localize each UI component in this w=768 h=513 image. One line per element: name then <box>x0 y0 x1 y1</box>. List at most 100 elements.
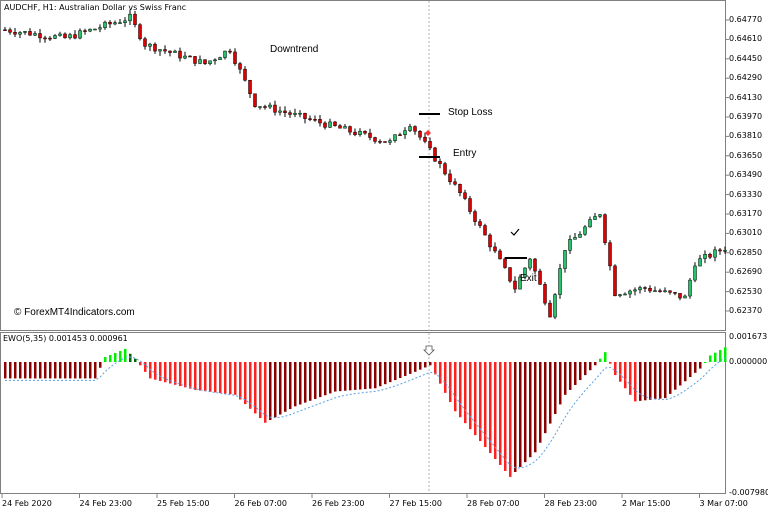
indicator-title: EWO(5,35) 0.001453 0.000961 <box>3 334 128 343</box>
exit-label: Exit <box>520 273 537 284</box>
ewo-histogram-bar <box>224 362 227 394</box>
ewo-histogram-bar <box>634 362 637 402</box>
candle-body <box>78 30 82 39</box>
candle-body <box>638 287 642 291</box>
time-axis-label: 3 Mar 07:00 <box>699 499 748 508</box>
ewo-histogram-bar <box>724 347 727 362</box>
ewo-histogram-bar <box>394 362 397 381</box>
ewo-histogram-bar <box>124 348 127 362</box>
ewo-histogram-bar <box>384 362 387 385</box>
candle-body <box>123 20 127 23</box>
price-axis-label: 0.62850 <box>729 247 763 257</box>
candle-body <box>318 119 322 124</box>
ewo-histogram-bar <box>719 349 722 362</box>
time-axis-label: 28 Feb 23:00 <box>544 499 597 508</box>
ewo-histogram-bar <box>109 355 112 362</box>
ewo-histogram-bar <box>39 362 42 379</box>
ewo-histogram-bar <box>419 362 422 370</box>
ewo-histogram-bar <box>269 362 272 421</box>
ewo-histogram-bar <box>674 362 677 390</box>
ewo-histogram-bar <box>244 362 247 405</box>
ewo-histogram-bar <box>389 362 392 383</box>
ewo-histogram-bar <box>24 362 27 379</box>
ewo-histogram-bar <box>689 362 692 378</box>
ewo-histogram-bar <box>609 362 612 364</box>
ewo-histogram-bar <box>624 362 627 389</box>
candle-body <box>463 192 467 199</box>
chart-title: AUDCHF, H1: Australian Dollar vs Swiss F… <box>4 3 187 12</box>
candle-body <box>38 33 42 39</box>
candle-body <box>158 49 162 52</box>
candle-body <box>473 211 477 222</box>
candle-body <box>173 50 177 53</box>
candle-body <box>288 112 292 115</box>
price-axis-label: 0.63810 <box>729 131 763 141</box>
candle-body <box>413 126 417 132</box>
candle-body <box>718 249 722 252</box>
candle-body <box>8 29 12 33</box>
ewo-histogram-bar <box>529 362 532 458</box>
candle-body <box>723 250 727 252</box>
ewo-histogram-bar <box>304 362 307 403</box>
ewo-histogram-bar <box>199 362 202 391</box>
candle-body <box>293 112 297 115</box>
price-axis-label: 0.63010 <box>729 228 763 238</box>
ewo-histogram-bar <box>524 362 527 463</box>
ewo-histogram-bar <box>219 362 222 393</box>
candle-body <box>138 24 142 40</box>
ewo-histogram-bar <box>129 353 132 362</box>
candle-body <box>228 50 232 53</box>
candle-body <box>493 246 497 252</box>
ewo-histogram-bar <box>54 362 57 379</box>
candle-body <box>278 110 282 113</box>
ewo-histogram-bar <box>179 362 182 387</box>
candle-body <box>268 104 272 108</box>
ewo-histogram-bar <box>274 362 277 418</box>
price-axis-label: 0.63490 <box>729 170 763 180</box>
time-axis-label: 27 Feb 15:00 <box>389 499 442 508</box>
ewo-histogram-bar <box>619 362 622 382</box>
ewo-histogram-bar <box>409 362 412 374</box>
candle-body <box>243 68 247 81</box>
candle-body <box>118 22 122 24</box>
ewo-histogram-bar <box>49 362 52 379</box>
price-axis-label: 0.64450 <box>729 53 763 63</box>
ewo-histogram-bar <box>659 362 662 399</box>
candle-body <box>578 234 582 238</box>
candle-body <box>568 239 572 251</box>
ewo-histogram-bar <box>449 362 452 403</box>
candle-body <box>583 226 587 235</box>
candle-body <box>28 31 32 36</box>
candle-body <box>633 289 637 292</box>
ewo-histogram-bar <box>114 352 117 362</box>
down-arrow-icon <box>423 345 435 356</box>
price-axis-label: 0.64290 <box>729 73 763 83</box>
watermark: © ForexMT4Indicators.com <box>14 307 135 318</box>
ewo-histogram-bar <box>499 362 502 465</box>
candle-body <box>563 250 567 269</box>
ewo-histogram-bar <box>184 362 187 388</box>
candle-body <box>13 32 17 35</box>
candle-body <box>533 258 537 272</box>
ewo-histogram-bar <box>514 362 517 472</box>
candle-body <box>448 173 452 183</box>
candle-body <box>133 13 137 25</box>
price-axis-label: 0.63170 <box>729 209 763 218</box>
time-axis-label: 24 Feb 2020 <box>2 499 52 508</box>
ewo-histogram-bar <box>139 362 142 366</box>
ewo-histogram-bar <box>424 362 427 368</box>
candle-body <box>143 38 147 47</box>
ewo-histogram-bar <box>284 362 287 412</box>
ewo-histogram-bar <box>19 362 22 379</box>
candle-body <box>3 29 7 31</box>
candle-body <box>433 147 437 162</box>
candle-body <box>663 290 667 293</box>
candle-body <box>218 57 222 61</box>
ewo-histogram-bar <box>329 362 332 394</box>
price-axis-label: 0.62370 <box>729 306 763 315</box>
ewo-histogram-bar <box>314 362 317 399</box>
candle-body <box>383 141 387 143</box>
ewo-histogram-bar <box>569 362 572 390</box>
ewo-histogram-bar <box>339 362 342 392</box>
